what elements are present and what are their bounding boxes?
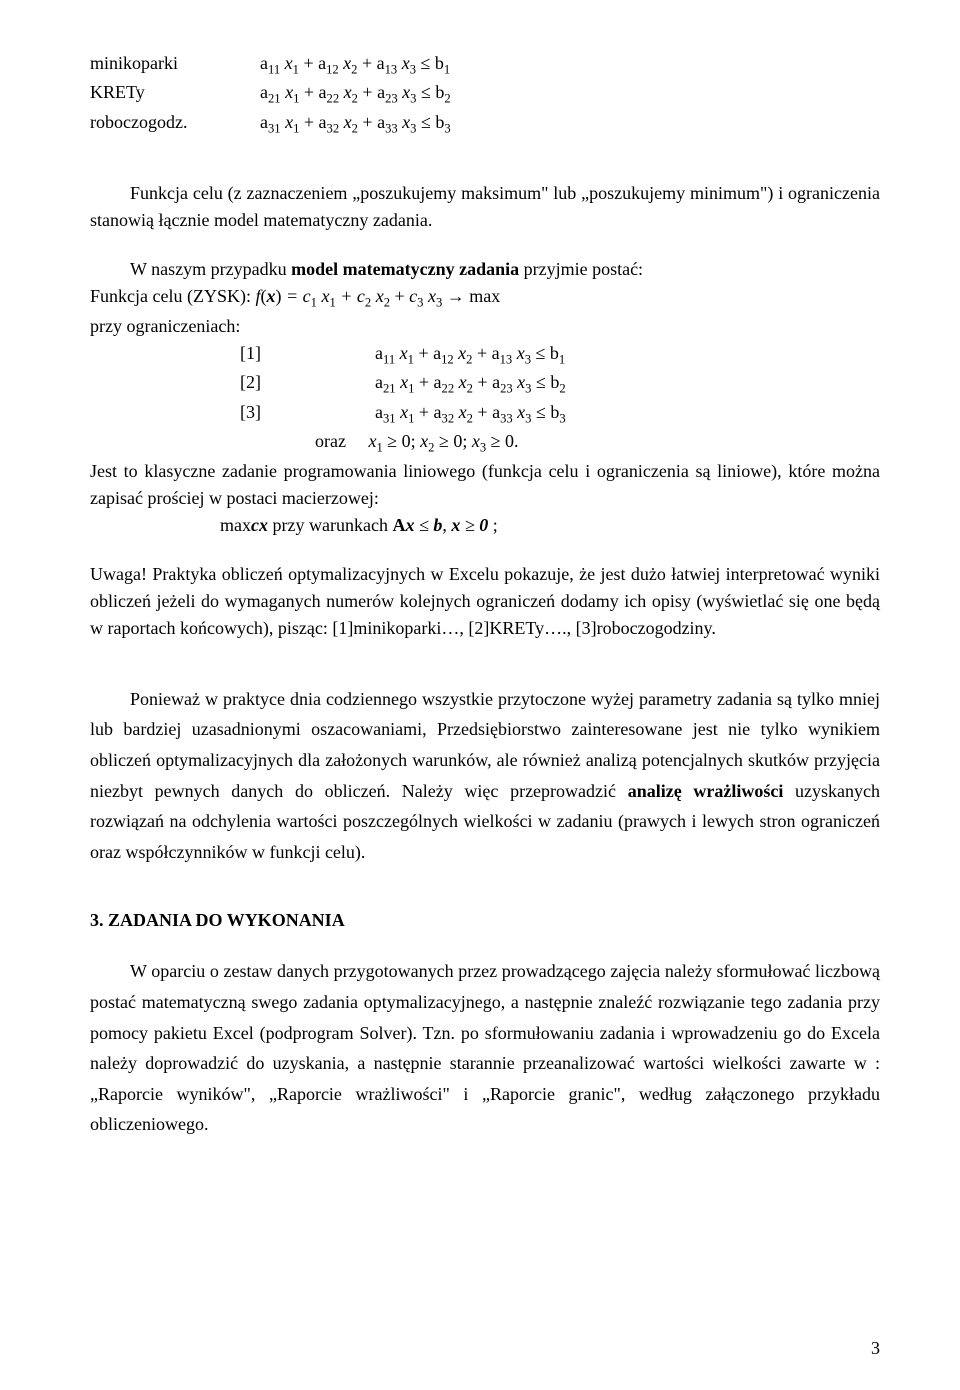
top-constraint-table: minikoparki a11 x1 + a12 x2 + a13 x3 ≤ b… — [90, 50, 880, 138]
table-row: minikoparki a11 x1 + a12 x2 + a13 x3 ≤ b… — [90, 50, 880, 79]
table-row: KRETy a21 x1 + a22 x2 + a23 x3 ≤ b2 — [90, 79, 880, 108]
constraint-tag: [3] — [240, 399, 375, 428]
row-expression: a21 x1 + a22 x2 + a23 x3 ≤ b2 — [260, 79, 880, 108]
constraint-expression: a31 x1 + a32 x2 + a33 x3 ≤ b3 — [375, 399, 566, 428]
row-label: KRETy — [90, 79, 260, 108]
constraint-row: [1] a11 x1 + a12 x2 + a13 x3 ≤ b1 — [90, 340, 880, 369]
row-expression: a11 x1 + a12 x2 + a13 x3 ≤ b1 — [260, 50, 880, 79]
section-heading-3: 3. ZADANIA DO WYKONANIA — [90, 907, 880, 934]
constraint-row: [2] a21 x1 + a22 x2 + a23 x3 ≤ b2 — [90, 369, 880, 398]
constraint-expression: a11 x1 + a12 x2 + a13 x3 ≤ b1 — [375, 340, 565, 369]
nonneg-constraints: oraz x1 ≥ 0; x2 ≥ 0; x3 ≥ 0. — [90, 428, 880, 457]
paragraph-3: Jest to klasyczne zadanie programowania … — [90, 458, 880, 512]
row-label: roboczogodz. — [90, 109, 260, 138]
paragraph-4: Uwaga! Praktyka obliczeń optymalizacyjny… — [90, 561, 880, 642]
objective-function-line: Funkcja celu (ZYSK): f(x) = c1 x1 + c2 x… — [90, 283, 880, 312]
paragraph-6: W oparciu o zestaw danych przygotowanych… — [90, 956, 880, 1140]
constraint-tag: [1] — [240, 340, 375, 369]
constraints-label: przy ograniczeniach: — [90, 313, 880, 340]
table-row: roboczogodz. a31 x1 + a32 x2 + a33 x3 ≤ … — [90, 109, 880, 138]
constraint-tag: [2] — [240, 369, 375, 398]
document-page: minikoparki a11 x1 + a12 x2 + a13 x3 ≤ b… — [0, 0, 960, 1390]
row-expression: a31 x1 + a32 x2 + a33 x3 ≤ b3 — [260, 109, 880, 138]
constraint-row: [3] a31 x1 + a32 x2 + a33 x3 ≤ b3 — [90, 399, 880, 428]
constraint-expression: a21 x1 + a22 x2 + a23 x3 ≤ b2 — [375, 369, 566, 398]
paragraph-1: Funkcja celu (z zaznaczeniem „poszukujem… — [90, 180, 880, 234]
paragraph-2: W naszym przypadku model matematyczny za… — [90, 256, 880, 283]
page-number: 3 — [871, 1335, 880, 1362]
row-label: minikoparki — [90, 50, 260, 79]
paragraph-5: Ponieważ w praktyce dnia codziennego wsz… — [90, 684, 880, 868]
matrix-form-line: maxcx przy warunkach Ax ≤ b, x ≥ 0 ; — [90, 512, 880, 539]
